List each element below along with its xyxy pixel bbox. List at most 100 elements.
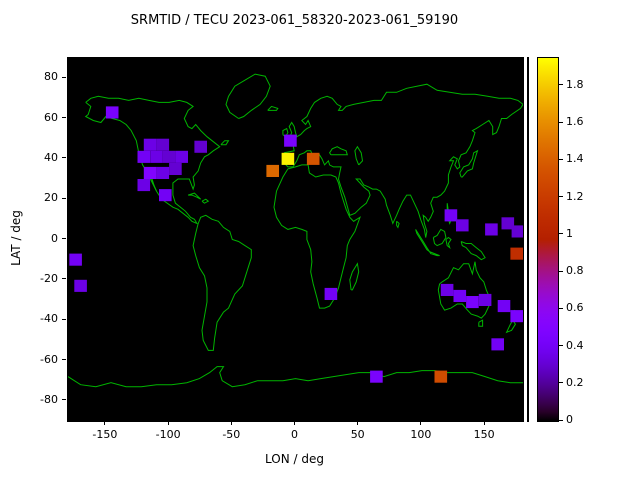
colorbar-tick-mark xyxy=(559,121,563,123)
tec-cell xyxy=(159,189,172,202)
tec-cell xyxy=(491,338,504,351)
map-background xyxy=(68,58,523,421)
data-cells xyxy=(69,106,523,383)
coastline-path xyxy=(459,149,479,178)
colorbar-tick-mark xyxy=(559,419,563,421)
coastline-path xyxy=(267,105,279,111)
y-tick-label: -80 xyxy=(40,392,58,406)
tec-cell xyxy=(169,162,182,175)
colorbar-tick-mark xyxy=(559,158,563,160)
y-tick-mark xyxy=(62,359,66,360)
colorbar-gradient xyxy=(538,58,558,421)
y-tick-mark xyxy=(62,197,66,199)
tec-cell xyxy=(466,296,479,309)
x-tick-label: -100 xyxy=(155,428,181,441)
colorbar-tick-label: 1.6 xyxy=(566,115,584,129)
x-tick-label: -150 xyxy=(92,428,118,441)
colorbar-tick-label: 0.8 xyxy=(566,264,584,278)
x-tick-mark xyxy=(167,421,169,425)
coastline-path xyxy=(150,176,157,192)
coastline-path xyxy=(505,319,516,334)
tec-cell xyxy=(69,253,82,266)
colorbar-tick-mark xyxy=(559,382,563,384)
tec-cell xyxy=(284,134,297,147)
tec-cell xyxy=(511,225,523,238)
colorbar-tick-mark xyxy=(559,84,563,86)
x-tick-mark xyxy=(483,421,485,425)
y-tick-label: 60 xyxy=(44,110,58,124)
tec-cell xyxy=(143,138,157,151)
tec-cell xyxy=(456,219,469,232)
world-map-plot xyxy=(67,57,524,422)
x-tick-label: -50 xyxy=(222,428,241,441)
coastline-path xyxy=(273,164,361,309)
colorbar-tick-mark xyxy=(559,196,563,198)
y-tick-label: 40 xyxy=(44,150,58,164)
coastline-path xyxy=(84,95,221,225)
chart-title: SRMTID / TECU 2023-061_58320-2023-061_59… xyxy=(130,13,459,28)
y-tick-mark xyxy=(62,117,66,118)
x-tick-mark xyxy=(294,421,295,425)
x-tick-mark xyxy=(230,421,232,425)
x-tick-label: 100 xyxy=(410,428,432,441)
y-tick-mark xyxy=(62,76,66,78)
coastline-path xyxy=(429,251,440,257)
coastline-path xyxy=(432,228,447,247)
tec-cell xyxy=(105,106,119,119)
coastline-path xyxy=(192,214,252,351)
coastline-path xyxy=(225,73,271,119)
y-tick-mark xyxy=(62,157,66,159)
y-tick-mark xyxy=(62,238,66,239)
tec-cell xyxy=(324,287,338,300)
tec-cell xyxy=(162,150,176,163)
coastline-map xyxy=(68,73,523,388)
x-tick-mark xyxy=(420,421,422,425)
coastline-path xyxy=(478,319,484,327)
coastline-path xyxy=(283,83,523,238)
colorbar-tick-label: 1.4 xyxy=(566,152,584,166)
tec-cell xyxy=(194,140,207,153)
tec-cell xyxy=(485,223,498,236)
tec-cell xyxy=(497,300,511,313)
tec-cell xyxy=(150,150,163,163)
coastline-path xyxy=(354,145,364,166)
tec-cell xyxy=(137,150,151,163)
tec-cell xyxy=(156,166,170,179)
colorbar-tick-label: 1.8 xyxy=(566,77,584,91)
y-tick-label: -40 xyxy=(40,312,58,326)
coastline-path xyxy=(329,146,348,156)
y-tick-mark xyxy=(62,399,66,401)
tec-cell xyxy=(510,310,523,323)
coastline-path xyxy=(396,220,400,229)
x-tick-mark xyxy=(357,421,359,425)
y-tick-label: -60 xyxy=(40,352,58,366)
tec-cell xyxy=(444,209,458,222)
x-tick-label: 0 xyxy=(291,428,298,441)
colorbar-tick-label: 0.6 xyxy=(566,301,584,315)
tec-cell xyxy=(306,152,320,165)
coastline-path xyxy=(460,241,486,261)
x-axis-label: LON / deg xyxy=(265,452,324,466)
tec-cell xyxy=(453,289,467,302)
x-tick-label: 50 xyxy=(350,428,365,441)
y-tick-mark xyxy=(62,318,66,320)
tec-cell xyxy=(370,370,383,383)
colorbar-tick-label: 1.2 xyxy=(566,189,584,203)
tec-cell xyxy=(478,293,492,306)
tec-cell xyxy=(281,152,295,165)
colorbar-tick-label: 0.2 xyxy=(566,375,584,389)
tec-cell xyxy=(143,166,157,179)
coastline-path xyxy=(349,262,360,291)
y-tick-label: -20 xyxy=(40,271,58,285)
tec-cell xyxy=(137,179,151,192)
x-tick-mark xyxy=(104,421,106,425)
coastline-path xyxy=(445,236,452,250)
coastline-path xyxy=(187,192,202,200)
colorbar-tick-label: 1 xyxy=(566,226,573,240)
colorbar-tick-mark xyxy=(559,233,563,235)
tec-cell xyxy=(440,283,454,296)
colorbar-tick-mark xyxy=(559,270,563,272)
tec-cell xyxy=(501,217,515,230)
tec-cell xyxy=(156,138,170,151)
